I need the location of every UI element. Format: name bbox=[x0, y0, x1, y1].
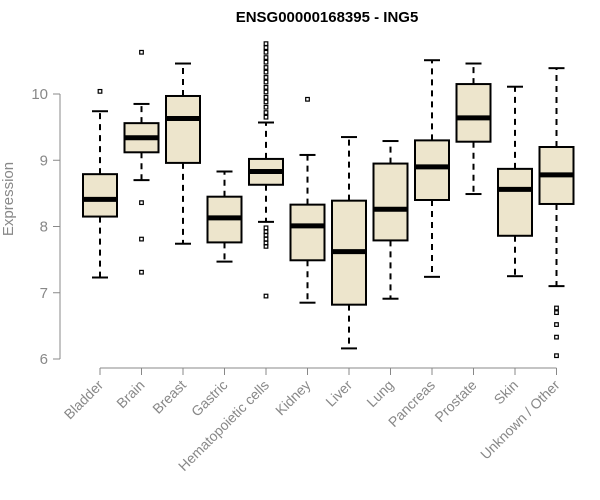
outlier-point bbox=[554, 334, 559, 340]
x-tick-label: Kidney bbox=[272, 377, 314, 419]
outlier-point bbox=[305, 96, 310, 102]
x-tick-label: Liver bbox=[322, 377, 355, 410]
y-tick-label: 8 bbox=[40, 219, 48, 236]
outlier-point bbox=[554, 322, 559, 327]
outlier-point bbox=[263, 41, 269, 47]
box-iqr bbox=[165, 94, 201, 164]
y-axis: 6 7 8 9 10 bbox=[31, 86, 61, 368]
y-tick-label: 6 bbox=[40, 351, 48, 368]
outlier-point bbox=[263, 45, 269, 51]
box-iqr bbox=[289, 203, 326, 262]
outlier-point bbox=[97, 88, 103, 94]
y-tick-label: 9 bbox=[40, 152, 48, 169]
box-iqr bbox=[414, 139, 450, 201]
x-tick-label: Skin bbox=[491, 377, 522, 408]
x-tick-label: Lung bbox=[363, 377, 396, 410]
outlier-point bbox=[263, 94, 269, 100]
outlier-point bbox=[263, 99, 269, 105]
box-iqr bbox=[497, 167, 533, 237]
outlier-point bbox=[554, 310, 559, 316]
y-axis-label: Expression bbox=[0, 162, 17, 236]
box-group bbox=[455, 62, 492, 196]
box-group bbox=[206, 170, 243, 263]
box-group bbox=[82, 88, 118, 279]
outlier-point bbox=[263, 59, 269, 65]
chart-title: ENSG00000168395 - ING5 bbox=[236, 9, 419, 26]
box-series bbox=[82, 41, 575, 359]
box-group bbox=[497, 85, 533, 278]
outlier-point bbox=[263, 243, 269, 249]
box-group bbox=[123, 49, 160, 275]
x-tick-label: Brain bbox=[113, 377, 147, 411]
box-group bbox=[248, 41, 284, 299]
box-iqr bbox=[82, 173, 118, 218]
outlier-point bbox=[263, 110, 269, 115]
x-tick-label: Prostate bbox=[431, 377, 479, 425]
box-iqr bbox=[455, 83, 492, 143]
outlier-point bbox=[554, 305, 559, 311]
x-tick-label: Bladder bbox=[61, 377, 107, 423]
box-group bbox=[331, 136, 367, 350]
outlier-point bbox=[139, 200, 144, 206]
outlier-point bbox=[263, 293, 269, 299]
outlier-point bbox=[263, 55, 269, 60]
box-group bbox=[289, 96, 326, 304]
outlier-point bbox=[263, 75, 269, 80]
box-group bbox=[372, 140, 409, 300]
outlier-point bbox=[554, 353, 559, 359]
outlier-point bbox=[139, 236, 144, 242]
box-group bbox=[414, 59, 450, 278]
outlier-point bbox=[263, 69, 269, 75]
outlier-point bbox=[263, 89, 269, 95]
outlier-point bbox=[263, 114, 269, 120]
box-group bbox=[165, 62, 201, 245]
outlier-point bbox=[139, 269, 144, 275]
outlier-point bbox=[263, 232, 269, 238]
y-tick-label: 10 bbox=[31, 86, 48, 103]
outlier-point bbox=[263, 236, 269, 242]
outlier-point bbox=[263, 225, 269, 231]
outlier-point bbox=[263, 104, 269, 110]
outlier-point bbox=[139, 49, 144, 55]
outlier-point bbox=[263, 49, 269, 55]
outlier-point bbox=[263, 84, 269, 90]
box-group bbox=[538, 67, 575, 359]
y-tick-label: 7 bbox=[40, 285, 48, 302]
x-tick-label: Breast bbox=[149, 377, 189, 417]
outlier-point bbox=[263, 79, 269, 85]
box-iqr bbox=[372, 162, 409, 242]
outlier-point bbox=[263, 65, 269, 70]
x-tick-label: Unknown / Other bbox=[477, 377, 563, 463]
